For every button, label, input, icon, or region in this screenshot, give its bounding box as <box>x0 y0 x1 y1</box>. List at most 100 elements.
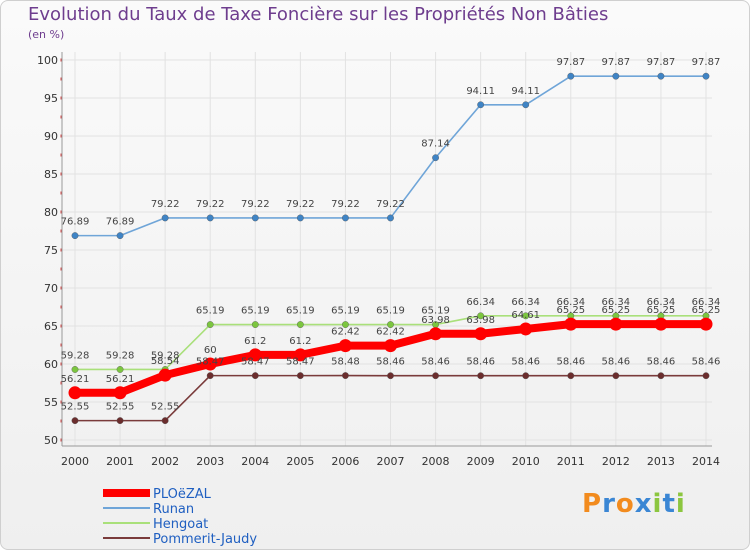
point-hengoat-2003 <box>206 321 214 328</box>
point-pommerit-jaudy-2009 <box>477 372 485 380</box>
data-label-plo-zal-2010: 64.61 <box>511 310 540 321</box>
data-label-runan-2005: 79.22 <box>286 199 315 210</box>
point-plo-zal-2001 <box>113 386 127 400</box>
logo-letter: P <box>582 489 603 519</box>
point-plo-zal-2010 <box>519 322 533 336</box>
point-pommerit-jaudy-2013 <box>657 372 665 380</box>
point-pommerit-jaudy-2004 <box>251 372 259 380</box>
point-runan-2011 <box>567 72 575 80</box>
point-runan-2003 <box>206 214 214 222</box>
logo-letter: o <box>615 489 635 519</box>
point-runan-2004 <box>251 214 259 222</box>
data-label-plo-zal-2006: 62.42 <box>331 327 360 338</box>
data-label-plo-zal-2003: 60 <box>204 345 217 356</box>
y-tick-label: 75 <box>44 244 58 257</box>
point-runan-2007 <box>387 214 394 222</box>
point-hengoat-2005 <box>296 321 304 328</box>
data-label-plo-zal-2007: 62.42 <box>376 327 405 338</box>
logo-letter: i <box>652 489 663 519</box>
point-runan-2008 <box>432 154 439 162</box>
data-label-runan-2013: 97.87 <box>647 57 676 68</box>
x-tick-label: 2013 <box>647 455 675 468</box>
data-label-runan-2006: 79.22 <box>331 199 360 210</box>
y-tick-label: 100 <box>37 54 58 67</box>
point-pommerit-jaudy-2010 <box>522 372 530 380</box>
chart-title: Evolution du Taux de Taxe Foncière sur l… <box>28 4 609 25</box>
x-tick-label: 2000 <box>61 455 89 468</box>
logo-letter: r <box>602 489 616 519</box>
data-label-pommerit-jaudy-2003: 58.47 <box>196 357 225 368</box>
point-pommerit-jaudy-2008 <box>432 372 439 380</box>
point-plo-zal-2013 <box>654 317 668 331</box>
x-tick-label: 2006 <box>331 455 359 468</box>
point-pommerit-jaudy-2006 <box>342 372 349 379</box>
point-hengoat-2000 <box>71 366 79 373</box>
point-hengoat-2009 <box>477 312 485 320</box>
data-label-plo-zal-2012: 65.25 <box>602 305 631 316</box>
data-label-hengoat-2013: 66.34 <box>647 297 676 308</box>
x-tick-label: 2004 <box>241 455 269 468</box>
data-label-pommerit-jaudy-2001: 52.55 <box>106 402 135 413</box>
y-tick-label: 80 <box>44 206 58 219</box>
data-label-pommerit-jaudy-2004: 58.47 <box>241 357 270 368</box>
x-tick-label: 2012 <box>602 455 630 468</box>
data-label-plo-zal-2008: 63.98 <box>421 315 450 326</box>
y-tick-label: 70 <box>44 282 58 295</box>
point-runan-2001 <box>116 232 124 240</box>
x-tick-label: 2007 <box>377 455 405 468</box>
x-tick-label: 2001 <box>106 455 134 468</box>
logo-letter: x <box>634 489 653 519</box>
data-label-plo-zal-2000: 56.21 <box>61 374 90 385</box>
proxiti-logo: Proxiti <box>582 489 686 519</box>
y-tick-label: 90 <box>44 130 58 143</box>
point-plo-zal-2009 <box>474 327 488 341</box>
point-plo-zal-2011 <box>564 317 578 331</box>
chart-subtitle: (en %) <box>28 28 65 41</box>
data-label-pommerit-jaudy-2007: 58.46 <box>376 357 405 368</box>
point-plo-zal-2003 <box>203 357 217 371</box>
data-label-runan-2012: 97.87 <box>602 57 631 68</box>
data-label-hengoat-2005: 65.19 <box>286 306 315 317</box>
point-plo-zal-2002 <box>158 368 172 382</box>
data-label-runan-2014: 97.87 <box>692 57 721 68</box>
point-pommerit-jaudy-2001 <box>116 417 124 425</box>
data-labels: 76.89 76.89 79.22 79.22 79.22 79.22 79.22 79.22… <box>61 57 721 412</box>
data-label-hengoat-2009: 66.34 <box>466 297 495 308</box>
data-label-pommerit-jaudy-2008: 58.46 <box>421 357 450 368</box>
point-runan-2000 <box>71 232 79 240</box>
x-tick-label: 2014 <box>692 455 720 468</box>
point-pommerit-jaudy-2003 <box>206 372 214 380</box>
data-label-hengoat-2007: 65.19 <box>376 306 405 317</box>
point-pommerit-jaudy-2002 <box>161 417 169 425</box>
data-label-runan-2011: 97.87 <box>556 57 585 68</box>
y-tick-label: 60 <box>44 358 58 371</box>
point-pommerit-jaudy-2014 <box>702 372 710 380</box>
data-label-runan-2000: 76.89 <box>61 217 90 228</box>
x-tick-label: 2003 <box>196 455 224 468</box>
data-label-pommerit-jaudy-2006: 58.48 <box>331 357 360 368</box>
data-label-plo-zal-2011: 65.25 <box>556 305 585 316</box>
data-label-runan-2004: 79.22 <box>241 199 270 210</box>
legend-label-pommerit-jaudy: Pommerit-Jaudy <box>153 532 257 547</box>
data-label-hengoat-2011: 66.34 <box>556 297 585 308</box>
data-label-pommerit-jaudy-2011: 58.46 <box>556 357 585 368</box>
point-plo-zal-2000 <box>68 386 82 400</box>
point-runan-2009 <box>477 101 485 109</box>
data-label-runan-2008: 87.14 <box>421 139 450 150</box>
point-runan-2013 <box>657 72 665 80</box>
point-runan-2005 <box>296 214 304 222</box>
data-label-hengoat-2001: 59.28 <box>106 350 135 361</box>
data-label-pommerit-jaudy-2010: 58.46 <box>511 357 540 368</box>
data-label-pommerit-jaudy-2014: 58.46 <box>692 357 721 368</box>
x-tick-label: 2005 <box>286 455 314 468</box>
point-plo-zal-2007 <box>384 339 397 353</box>
point-runan-2014 <box>702 72 710 80</box>
data-label-hengoat-2000: 59.28 <box>61 350 90 361</box>
y-tick-label: 65 <box>44 320 58 333</box>
data-label-plo-zal-2002: 58.54 <box>151 356 180 367</box>
data-label-plo-zal-2014: 65.25 <box>692 305 721 316</box>
point-plo-zal-2012 <box>609 317 623 331</box>
